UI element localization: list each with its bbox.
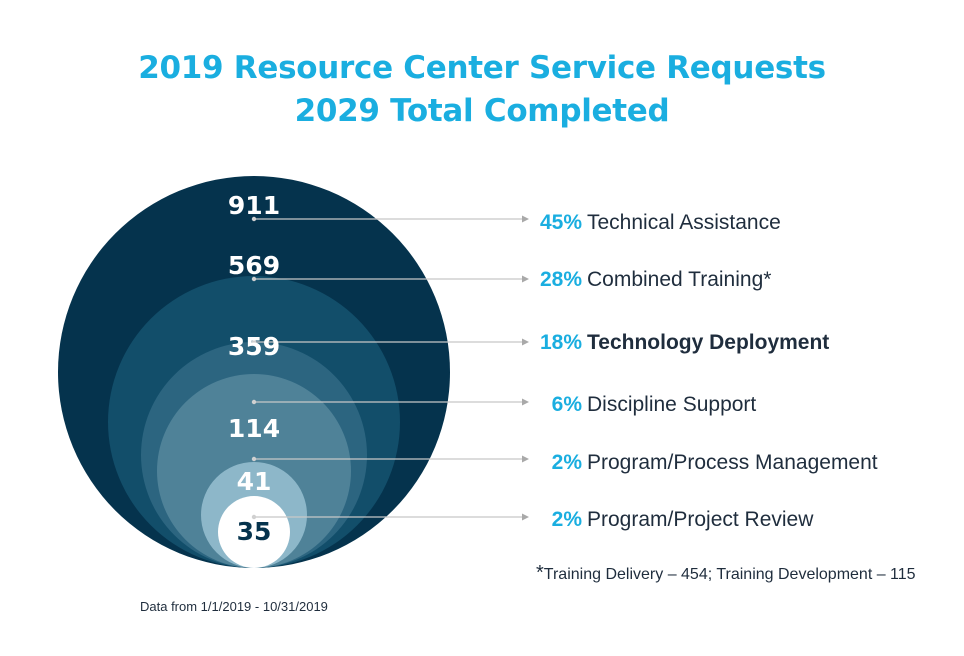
percent-label-technical-assistance: 45% — [540, 211, 582, 234]
category-name-technical-assistance: Technical Assistance — [587, 211, 781, 234]
connector-arrow-program-project-review — [522, 513, 529, 521]
category-label-discipline-support: 6% Discipline Support — [552, 393, 757, 416]
category-name-program-process-management: Program/Process Management — [587, 451, 878, 474]
footnote-text: Training Delivery – 454; Training Develo… — [543, 566, 916, 583]
connector-layer — [251, 215, 529, 521]
footnote-star: * — [536, 562, 544, 584]
percent-label-technology-deployment: 18% — [540, 331, 582, 354]
category-name-combined-training: Combined Training* — [587, 268, 771, 291]
percent-label-program-project-review: 2% — [552, 508, 583, 531]
connector-arrow-combined-training — [522, 275, 529, 283]
connector-dot-program-process-management — [251, 456, 257, 462]
connector-dot-combined-training — [251, 276, 257, 282]
value-label-technical-assistance: 911 — [228, 191, 280, 220]
value-label-program-project-review: 35 — [237, 517, 272, 546]
connector-dot-discipline-support — [251, 399, 257, 405]
connector-arrow-technical-assistance — [522, 215, 529, 223]
bubble-program-project-review — [218, 496, 290, 568]
data-source-note: Data from 1/1/2019 - 10/31/2019 — [140, 599, 328, 614]
connector-arrow-discipline-support — [522, 398, 529, 406]
category-label-program-process-management: 2% Program/Process Management — [552, 451, 878, 474]
connector-dot-technology-deployment — [251, 339, 257, 345]
connector-dot-program-project-review — [251, 514, 257, 520]
connector-arrow-program-process-management — [522, 455, 529, 463]
category-name-discipline-support: Discipline Support — [587, 393, 756, 416]
category-label-program-project-review: 2% Program/Project Review — [552, 508, 815, 531]
percent-label-combined-training: 28% — [540, 268, 582, 291]
value-label-program-process-management: 41 — [237, 467, 272, 496]
value-label-technology-deployment: 359 — [228, 332, 280, 361]
value-label-combined-training: 569 — [228, 251, 280, 280]
category-name-program-project-review: Program/Project Review — [587, 508, 814, 531]
category-label-layer: 45% Technical Assistance 28% Combined Train… — [540, 211, 878, 531]
category-label-technical-assistance: 45% Technical Assistance — [540, 211, 781, 234]
connector-dot-technical-assistance — [251, 216, 257, 222]
percent-label-discipline-support: 6% — [552, 393, 583, 416]
chart-subtitle: 2029 Total Completed — [294, 93, 670, 129]
category-label-combined-training: 28% Combined Training* — [540, 268, 771, 291]
bubble-layer — [58, 176, 450, 568]
chart-title: 2019 Resource Center Service Requests — [138, 50, 826, 86]
category-name-technology-deployment: Technology Deployment — [587, 331, 829, 354]
connector-arrow-technology-deployment — [522, 338, 529, 346]
category-label-technology-deployment: 18% Technology Deployment — [540, 331, 829, 354]
value-label-discipline-support: 114 — [228, 414, 280, 443]
value-label-layer: 911 569 359 114 41 35 — [228, 191, 280, 546]
footnote: *Training Delivery – 454; Training Devel… — [536, 562, 916, 585]
percent-label-program-process-management: 2% — [552, 451, 583, 474]
